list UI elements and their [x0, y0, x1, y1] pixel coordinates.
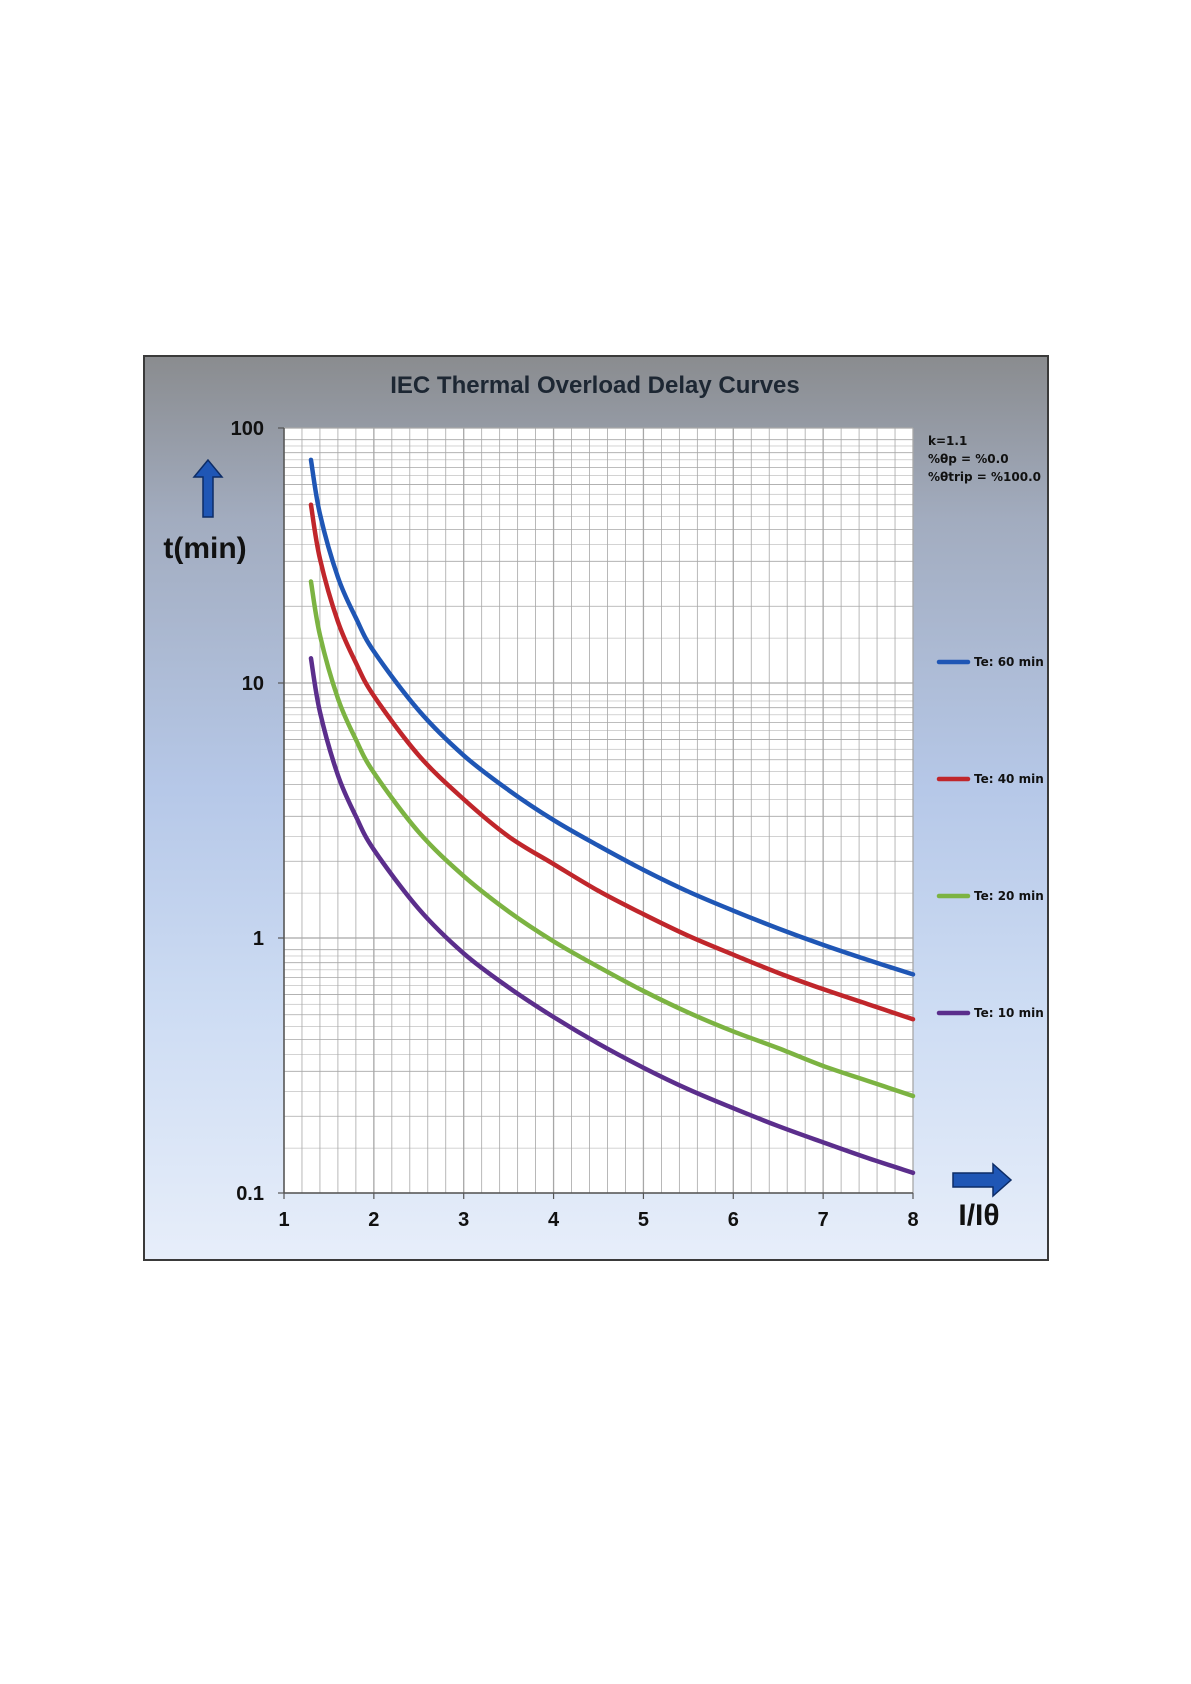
grid-layer — [283, 427, 914, 1194]
legend-item: Te: 40 min — [936, 772, 1044, 786]
plot-area — [284, 428, 913, 1193]
x-tick-label: 3 — [458, 1209, 469, 1231]
y-tick-label: 1 — [253, 928, 264, 950]
chart-frame: IEC Thermal Overload Delay Curves 1 2 3 4 5 6… — [143, 355, 1049, 1261]
axis-layer — [283, 428, 913, 1194]
x-tick-label: 4 — [548, 1209, 560, 1231]
y-tick-label: 100 — [231, 418, 264, 440]
series-layer — [308, 457, 916, 1176]
y-tick-label: 10 — [242, 673, 264, 695]
param-theta-p: %θp = %0.0 — [928, 452, 1009, 466]
parameter-box: k=1.1 %θp = %0.0 %θtrip = %100.0 — [928, 434, 1041, 484]
legend-item: Te: 20 min — [936, 889, 1044, 903]
series-line-te-40-min — [308, 502, 916, 1022]
legend-item: Te: 10 min — [936, 1006, 1044, 1020]
x-tick-label: 5 — [638, 1209, 649, 1231]
legend-label: Te: 60 min — [974, 655, 1044, 669]
series-line-te-20-min — [308, 579, 916, 1099]
x-tick-label: 8 — [907, 1209, 918, 1231]
param-theta-trip: %θtrip = %100.0 — [928, 470, 1041, 484]
y-axis-arrow — [192, 458, 224, 518]
x-tick-label: 2 — [368, 1209, 379, 1231]
legend-label: Te: 10 min — [974, 1006, 1044, 1020]
x-tick-label: 6 — [728, 1209, 739, 1231]
chart-svg: IEC Thermal Overload Delay Curves 1 2 3 4 5 6… — [163, 372, 1044, 1232]
x-tick-label: 7 — [818, 1209, 829, 1231]
arrow-right-icon — [952, 1162, 1013, 1198]
series-line-te-10-min — [308, 656, 916, 1176]
legend-item: Te: 60 min — [936, 655, 1044, 669]
y-tick-label: 0.1 — [236, 1183, 264, 1205]
param-k: k=1.1 — [928, 434, 967, 448]
tick-layer: 1 2 3 4 5 6 7 8 0.1 1 10 100 — [231, 418, 919, 1231]
legend: Te: 60 min Te: 40 min Te: 20 min Te: 10 min — [936, 655, 1044, 1020]
y-axis-title: t(min) — [163, 532, 246, 565]
series-line-te-60-min — [308, 457, 916, 977]
arrow-up-icon — [192, 458, 224, 518]
legend-label: Te: 40 min — [974, 772, 1044, 786]
x-axis-title: I/Iθ — [958, 1199, 999, 1232]
x-axis-arrow — [952, 1162, 1013, 1198]
x-tick-label: 1 — [278, 1209, 289, 1231]
legend-label: Te: 20 min — [974, 889, 1044, 903]
chart-title: IEC Thermal Overload Delay Curves — [390, 372, 800, 399]
